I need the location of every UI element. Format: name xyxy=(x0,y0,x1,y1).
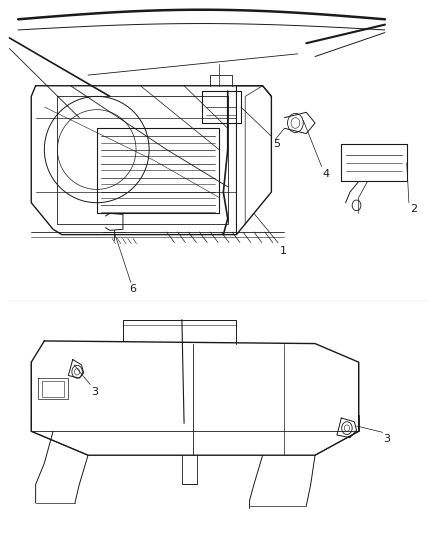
Text: 1: 1 xyxy=(280,246,287,256)
Text: 2: 2 xyxy=(410,204,417,214)
Text: 6: 6 xyxy=(130,284,137,294)
Text: 4: 4 xyxy=(323,169,330,179)
Text: 3: 3 xyxy=(384,434,391,445)
Text: 5: 5 xyxy=(273,139,280,149)
Text: 3: 3 xyxy=(91,386,98,397)
